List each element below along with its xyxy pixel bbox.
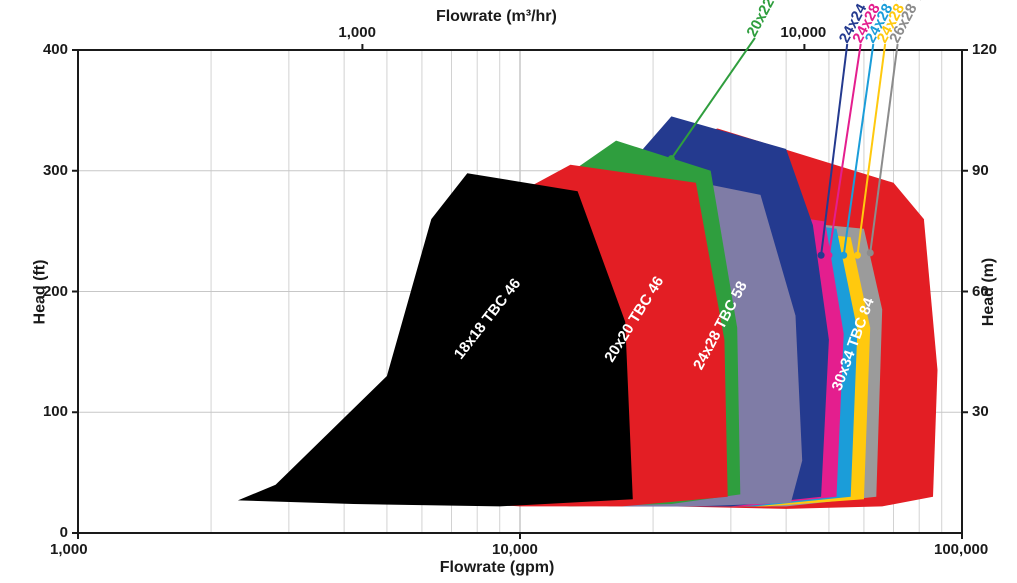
ytick-right: 60	[972, 283, 989, 300]
x-axis-bottom-label: Flowrate (gpm)	[440, 559, 555, 577]
ytick-right: 120	[972, 41, 997, 58]
x-axis-top-label: Flowrate (m³/hr)	[436, 8, 557, 26]
xtick-bottom: 10,000	[492, 541, 538, 558]
pump-curve-chart: 18x18 TBC 4620x20 TBC 4624x28 TBC 5830x3…	[0, 0, 1017, 583]
ytick-left: 400	[43, 41, 68, 58]
xtick-top: 10,000	[780, 24, 826, 41]
ytick-left: 300	[43, 162, 68, 179]
ytick-left: 200	[43, 283, 68, 300]
ytick-left: 100	[43, 403, 68, 420]
xtick-bottom: 1,000	[50, 541, 88, 558]
ytick-left: 0	[60, 524, 68, 541]
xtick-top: 1,000	[338, 24, 376, 41]
xtick-bottom: 100,000	[934, 541, 988, 558]
ytick-right: 30	[972, 403, 989, 420]
ytick-right: 90	[972, 162, 989, 179]
